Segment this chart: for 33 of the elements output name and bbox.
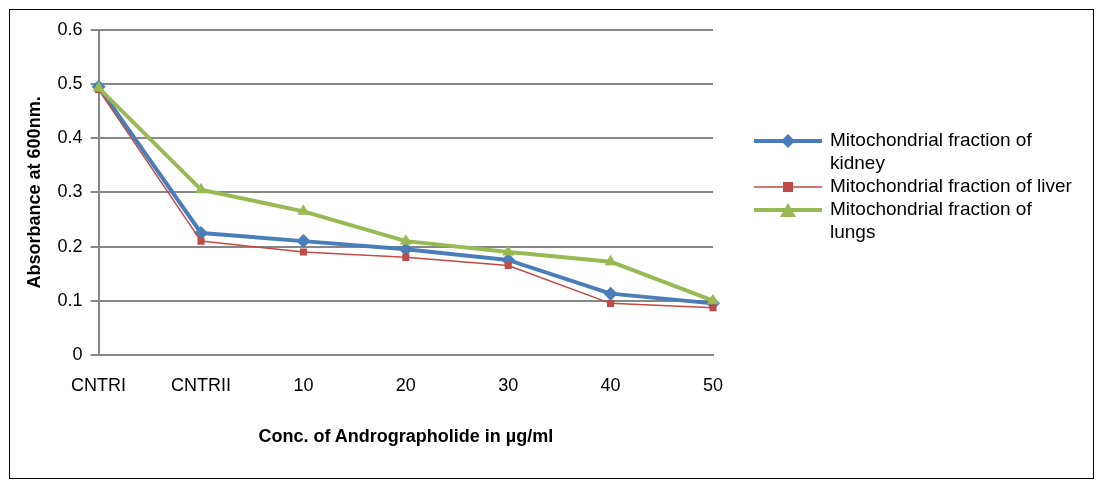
- point: [603, 286, 618, 301]
- y-tick-label: 0.6: [57, 18, 83, 39]
- x-tick-label: 30: [498, 374, 519, 395]
- x-tick-label: 40: [600, 374, 621, 395]
- y-tick-label: 0.2: [57, 235, 83, 256]
- x-tick-label: 10: [293, 374, 314, 395]
- y-tick-label: 0.1: [57, 289, 83, 310]
- point: [299, 248, 307, 256]
- y-tick-label: 0.5: [57, 73, 83, 94]
- point: [607, 299, 615, 307]
- point: [604, 254, 617, 266]
- legend-label: Mitochondrial fraction of liver: [830, 174, 1073, 197]
- point: [502, 244, 515, 256]
- y-axis-title: Absorbance at 600nm.: [23, 96, 44, 289]
- x-axis-title: Conc. of Andrographolide in µg/ml: [258, 426, 554, 447]
- point: [399, 234, 412, 245]
- y-tick-label: 0: [72, 343, 83, 364]
- y-tick-label: 0.3: [57, 181, 83, 202]
- x-tick-label: CNTRI: [71, 374, 127, 395]
- point: [402, 253, 410, 261]
- point: [706, 293, 720, 305]
- point: [504, 261, 512, 270]
- x-tick-label: 20: [395, 374, 416, 395]
- legend-label: Mitochondrial fraction of kidney: [830, 128, 1033, 174]
- point: [296, 234, 311, 249]
- x-tick-label: 50: [702, 374, 724, 395]
- point: [197, 237, 205, 245]
- y-tick-label: 0.4: [57, 127, 83, 148]
- point: [297, 204, 310, 215]
- x-tick-label: CNTRII: [171, 374, 232, 395]
- point: [194, 182, 208, 194]
- point: [709, 304, 717, 312]
- legend-label: Mitochondrial fraction of lungs: [830, 197, 1033, 243]
